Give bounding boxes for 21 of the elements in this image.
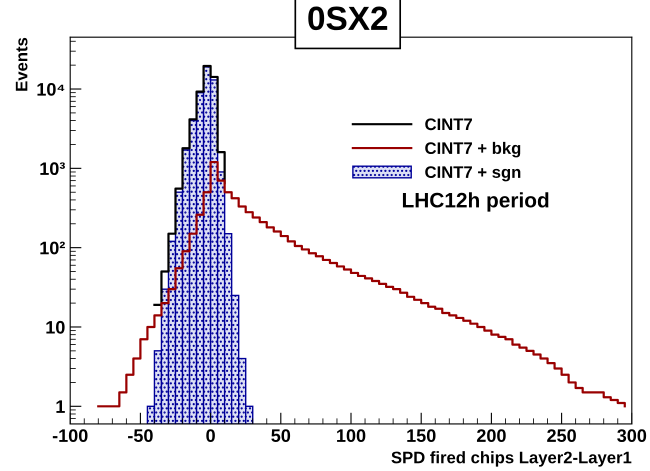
y-axis-title: Events: [16, 38, 28, 91]
x-tick-label: 150: [407, 429, 436, 442]
x-tick-label: 250: [547, 429, 576, 442]
y-tick-label: 10²: [40, 242, 65, 254]
x-tick-label: 200: [476, 429, 506, 442]
x-tick-label: -100: [52, 429, 88, 442]
x-tick-label: 50: [271, 429, 290, 442]
x-tick-label: -50: [128, 429, 153, 442]
x-axis-title: SPD fired chips Layer2-Layer1: [391, 451, 632, 467]
annotation: LHC12h period: [402, 192, 548, 212]
legend-label: CINT7 + sgn: [425, 166, 520, 182]
y-tick-label: 10: [46, 320, 65, 334]
x-tick-label: 300: [617, 429, 646, 442]
x-tick-label: 100: [337, 429, 366, 442]
y-tick-label: 10³: [40, 162, 65, 176]
y-tick-label: 10⁴: [37, 82, 64, 96]
chart-title: 0SX2: [308, 6, 388, 30]
x-tick-label: 0: [206, 429, 215, 442]
legend-label: CINT7: [425, 118, 472, 130]
y-tick-label: 1: [56, 400, 65, 413]
legend-label: CINT7 + bkg: [425, 142, 520, 158]
